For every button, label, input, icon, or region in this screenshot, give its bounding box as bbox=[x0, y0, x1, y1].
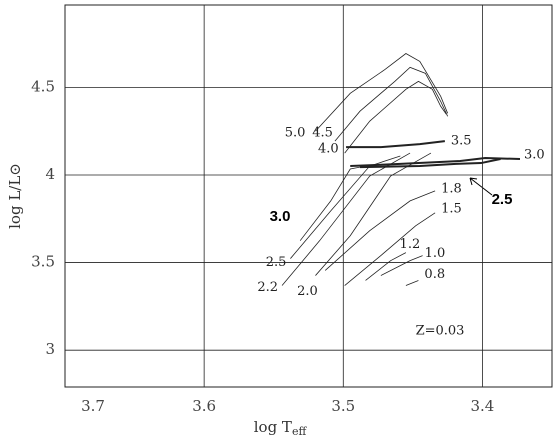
track-line bbox=[299, 166, 361, 241]
y-tick-label: 4 bbox=[45, 165, 55, 183]
track-label: 4.5 bbox=[312, 126, 333, 141]
plot-frame bbox=[64, 4, 553, 388]
track-label: 1.2 bbox=[400, 237, 421, 252]
y-tick-label: 3 bbox=[45, 340, 55, 358]
track-label: 2.5 bbox=[266, 255, 287, 270]
x-label-sub: eff bbox=[292, 425, 308, 438]
track-label: 1.5 bbox=[441, 201, 462, 216]
track-line bbox=[350, 156, 521, 168]
y-tick-label: 3.5 bbox=[31, 253, 55, 271]
track-line bbox=[346, 140, 445, 149]
track-line bbox=[290, 155, 401, 259]
annotation: Z=0.03 bbox=[416, 324, 465, 339]
x-tick-label: 3.6 bbox=[192, 397, 216, 415]
track-label: 3.0 bbox=[524, 148, 545, 163]
y-axis-label: log L/L⊙ bbox=[6, 163, 24, 229]
y-tick-label: 4.5 bbox=[31, 77, 55, 95]
x-label-main: log T bbox=[254, 418, 292, 436]
track-label: 5.0 bbox=[285, 126, 306, 141]
track-line bbox=[334, 66, 449, 142]
track-label: 1.0 bbox=[425, 246, 446, 261]
track-line bbox=[344, 212, 436, 286]
track-line bbox=[359, 158, 501, 169]
x-axis-label: log Teff bbox=[254, 418, 308, 438]
track-line bbox=[405, 280, 419, 286]
annotation: 2.5 bbox=[492, 191, 513, 208]
track-label: 3.5 bbox=[451, 134, 472, 149]
track-line bbox=[344, 80, 447, 154]
x-tick-label: 3.5 bbox=[331, 397, 355, 415]
track-label: 2.2 bbox=[257, 280, 278, 295]
x-tick-label: 3.7 bbox=[81, 397, 105, 415]
annotation-arrow bbox=[469, 177, 493, 196]
annotation: 3.0 bbox=[270, 208, 291, 225]
track-line bbox=[281, 152, 411, 286]
track-line bbox=[324, 190, 436, 271]
track-line bbox=[380, 255, 423, 276]
track-label: 0.8 bbox=[424, 267, 445, 282]
track-label: 1.8 bbox=[441, 181, 462, 196]
x-tick-label: 3.4 bbox=[470, 397, 494, 415]
track-label: 2.0 bbox=[297, 284, 318, 299]
track-line bbox=[315, 152, 432, 276]
track-label: 4.0 bbox=[318, 142, 339, 157]
track-line bbox=[365, 252, 407, 281]
track-line bbox=[315, 53, 449, 132]
